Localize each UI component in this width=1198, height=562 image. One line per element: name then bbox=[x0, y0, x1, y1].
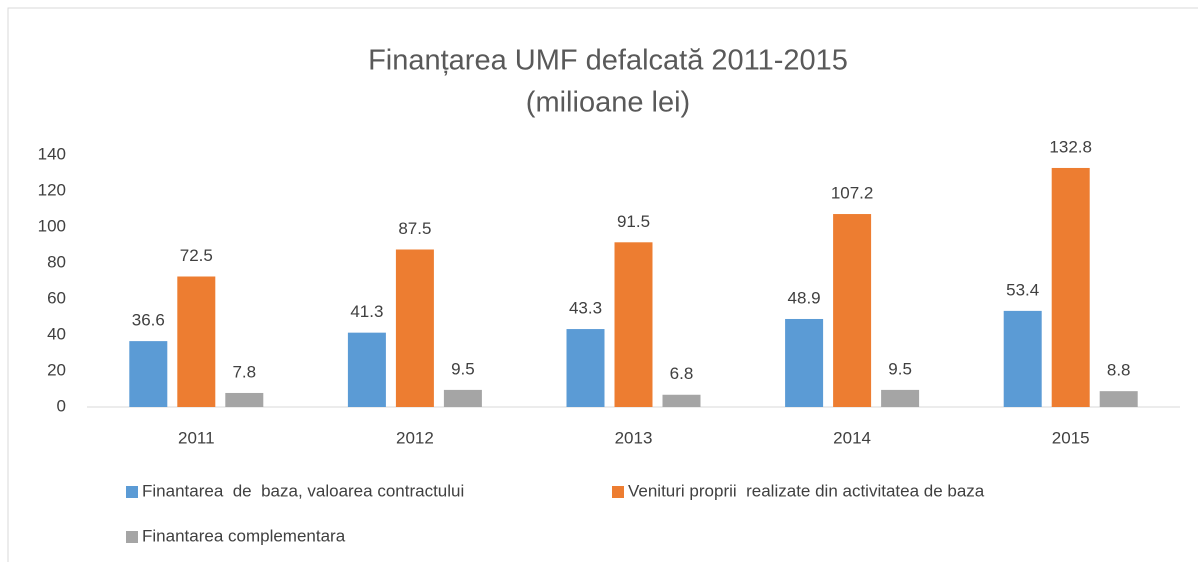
legend-label: Venituri proprii realizate din activitat… bbox=[628, 481, 985, 500]
bar bbox=[443, 389, 482, 407]
legend-label: Finantarea complementara bbox=[142, 526, 346, 545]
bar bbox=[395, 249, 434, 407]
bar bbox=[785, 318, 824, 407]
bar bbox=[1003, 310, 1042, 407]
data-label: 43.3 bbox=[569, 299, 602, 318]
bar bbox=[347, 332, 386, 407]
bar bbox=[662, 394, 701, 407]
bar bbox=[225, 392, 264, 407]
bar bbox=[881, 389, 920, 407]
data-label: 91.5 bbox=[617, 212, 650, 231]
chart-subtitle: (milioane lei) bbox=[526, 87, 690, 119]
bar bbox=[177, 276, 216, 407]
bar bbox=[1051, 167, 1090, 407]
y-tick-label: 100 bbox=[38, 216, 66, 235]
x-tick-label: 2015 bbox=[1052, 428, 1090, 447]
legend-swatch bbox=[126, 486, 138, 498]
bar bbox=[614, 242, 653, 407]
y-tick-label: 0 bbox=[57, 396, 66, 415]
data-label: 6.8 bbox=[670, 364, 694, 383]
data-label: 41.3 bbox=[350, 302, 383, 321]
data-label: 8.8 bbox=[1107, 361, 1131, 380]
y-tick-label: 60 bbox=[47, 288, 66, 307]
data-label: 7.8 bbox=[232, 362, 256, 381]
data-label: 72.5 bbox=[180, 246, 213, 265]
data-label: 36.6 bbox=[132, 311, 165, 330]
y-tick-label: 140 bbox=[38, 144, 66, 163]
data-label: 9.5 bbox=[451, 359, 475, 378]
legend-swatch bbox=[612, 486, 624, 498]
x-tick-label: 2011 bbox=[178, 428, 215, 447]
legend-swatch bbox=[126, 531, 138, 543]
data-label: 53.4 bbox=[1006, 280, 1039, 299]
y-tick-label: 40 bbox=[47, 324, 66, 343]
bar bbox=[566, 329, 605, 407]
data-label: 87.5 bbox=[398, 219, 431, 238]
x-tick-label: 2013 bbox=[615, 428, 653, 447]
chart-title: Finanțarea UMF defalcată 2011-2015 bbox=[368, 45, 848, 77]
data-label: 132.8 bbox=[1049, 137, 1092, 156]
y-tick-label: 20 bbox=[47, 360, 66, 379]
x-tick-label: 2012 bbox=[396, 428, 434, 447]
bar bbox=[1099, 391, 1138, 407]
data-label: 48.9 bbox=[788, 288, 821, 307]
data-label: 107.2 bbox=[831, 184, 874, 203]
y-tick-label: 120 bbox=[38, 180, 66, 199]
data-label: 9.5 bbox=[888, 359, 912, 378]
y-tick-label: 80 bbox=[47, 252, 66, 271]
legend-label: Finantarea de baza, valoarea contractulu… bbox=[142, 481, 464, 500]
bar bbox=[129, 341, 168, 407]
x-tick-label: 2014 bbox=[833, 428, 871, 447]
bar bbox=[833, 214, 872, 407]
